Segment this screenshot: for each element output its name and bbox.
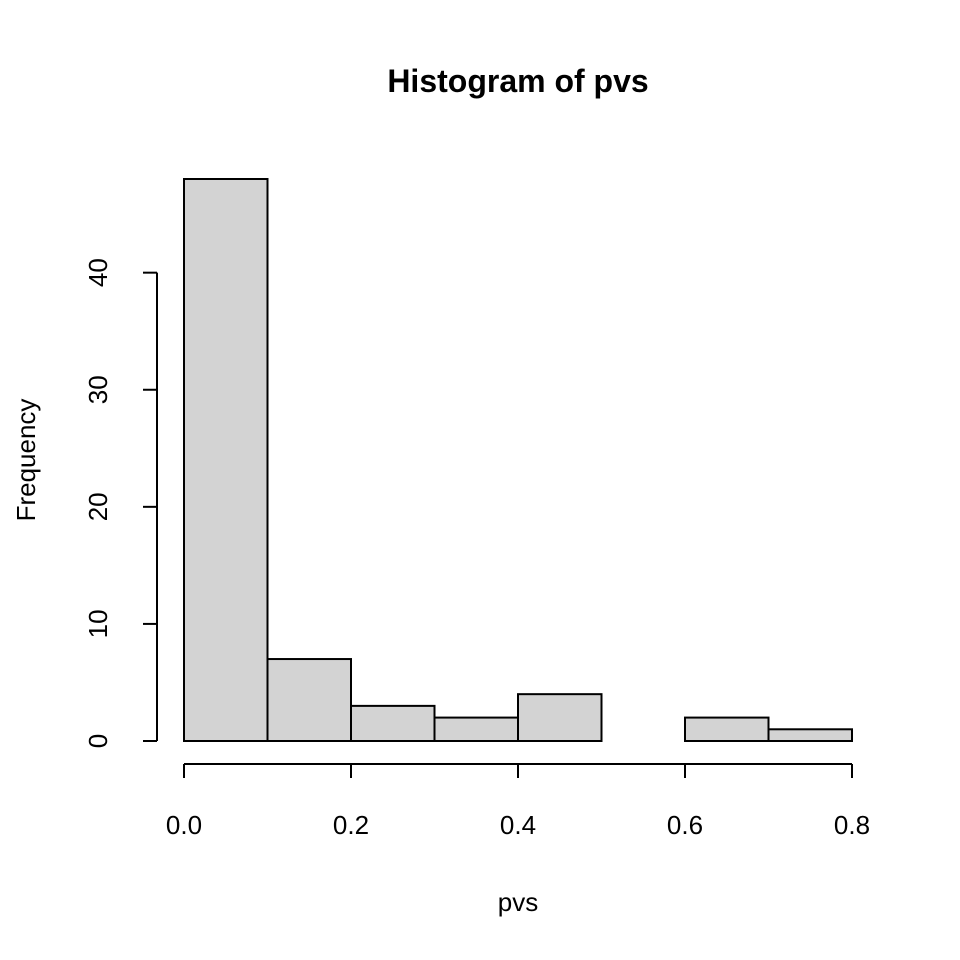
y-tick-label: 40 [83,258,113,287]
histogram-bar-3 [350,704,436,742]
x-tick-label: 0.4 [500,810,536,840]
y-tick-label: 30 [83,375,113,404]
x-tick-label: 0.0 [166,810,202,840]
y-tick-label: 10 [83,609,113,638]
y-tick-label: 20 [83,492,113,521]
chart-title: Histogram of pvs [387,63,648,99]
histogram-bar-7 [684,716,770,742]
histogram-bar-8 [767,728,853,743]
x-tick-label: 0.8 [834,810,870,840]
histogram-bar-4 [433,716,519,742]
x-axis-label: pvs [498,887,538,917]
histogram-bar-2 [266,658,352,743]
y-axis: 0 10 20 30 40 [83,258,158,748]
bars-group [183,178,853,743]
y-tick-label: 0 [83,734,113,748]
y-axis-label: Frequency [11,399,41,522]
histogram-bar-1 [183,178,269,742]
x-tick-label: 0.2 [333,810,369,840]
x-axis: 0.0 0.2 0.4 0.6 0.8 [166,763,870,840]
x-tick-label: 0.6 [667,810,703,840]
histogram-bar-5 [517,693,603,743]
